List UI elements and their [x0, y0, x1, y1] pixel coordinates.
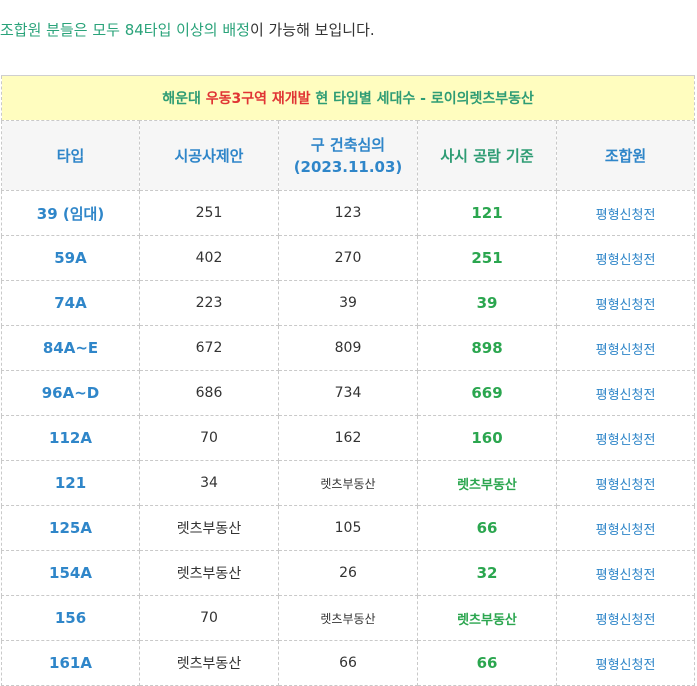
cell-member: 평형신청전: [555, 235, 696, 281]
cell-type: 156: [1, 595, 140, 641]
cell-city: 669: [417, 370, 557, 416]
cell-review: 렛츠부동산: [278, 595, 418, 641]
cell-city: 렛츠부동산: [417, 595, 557, 641]
cell-member: 평형신청전: [555, 325, 696, 371]
title-prefix: 해운대: [162, 91, 206, 107]
cell-member: 평형신청전: [555, 415, 696, 461]
cell-review: 렛츠부동산: [278, 460, 418, 506]
cell-city: 160: [417, 415, 557, 461]
table-row: 154A 렛츠부동산 26 32 평형신청전: [1, 550, 696, 596]
table-row: 39 (임대) 251 123 121 평형신청전: [1, 190, 696, 236]
cell-city: 렛츠부동산: [417, 460, 557, 506]
cell-proposal: 렛츠부동산: [139, 550, 279, 596]
cell-review: 162: [278, 415, 418, 461]
cell-proposal: 402: [139, 235, 279, 281]
intro-text: 조합원 분들은 모두 84타입 이상의 배정이 가능해 보입니다.: [0, 19, 375, 41]
table-title-row: 해운대 우동3구역 재개발 현 타입별 세대수 - 로이의렛츠부동산: [0, 75, 696, 121]
cell-member: 평형신청전: [555, 460, 696, 506]
cell-proposal: 70: [139, 595, 279, 641]
cell-proposal: 251: [139, 190, 279, 236]
cell-type: 154A: [1, 550, 140, 596]
cell-member: 평형신청전: [555, 370, 696, 416]
cell-city: 66: [417, 505, 557, 551]
header-proposal: 시공사제안: [139, 120, 279, 191]
header-type: 타입: [1, 120, 140, 191]
cell-review: 734: [278, 370, 418, 416]
cell-city: 251: [417, 235, 557, 281]
cell-type: 74A: [1, 280, 140, 326]
cell-member: 평형신청전: [555, 595, 696, 641]
cell-type: 39 (임대): [1, 190, 140, 236]
cell-proposal: 34: [139, 460, 279, 506]
cell-review: 123: [278, 190, 418, 236]
cell-member: 평형신청전: [555, 280, 696, 326]
cell-member: 평형신청전: [555, 190, 696, 236]
cell-proposal: 렛츠부동산: [139, 505, 279, 551]
intro-rest: 이 가능해 보입니다.: [249, 21, 375, 39]
cell-type: 59A: [1, 235, 140, 281]
cell-city: 66: [417, 640, 557, 686]
cell-type: 112A: [1, 415, 140, 461]
cell-city: 39: [417, 280, 557, 326]
cell-review: 39: [278, 280, 418, 326]
table-row: 112A 70 162 160 평형신청전: [1, 415, 696, 461]
cell-proposal: 렛츠부동산: [139, 640, 279, 686]
cell-review: 105: [278, 505, 418, 551]
title-red: 우동3구역 재개발: [205, 91, 311, 107]
cell-type: 125A: [1, 505, 140, 551]
cell-proposal: 686: [139, 370, 279, 416]
table-row: 59A 402 270 251 평형신청전: [1, 235, 696, 281]
title-suffix: 현 타입별 세대수 - 로이의렛츠부동산: [310, 91, 534, 107]
cell-proposal: 223: [139, 280, 279, 326]
cell-member: 평형신청전: [555, 550, 696, 596]
cell-proposal: 70: [139, 415, 279, 461]
header-review-line1: 구 건축심의: [310, 135, 386, 154]
table-row: 156 70 렛츠부동산 렛츠부동산 평형신청전: [1, 595, 696, 641]
table-row: 121 34 렛츠부동산 렛츠부동산 평형신청전: [1, 460, 696, 506]
cell-city: 121: [417, 190, 557, 236]
unit-type-table: 해운대 우동3구역 재개발 현 타입별 세대수 - 로이의렛츠부동산 타입 시공…: [0, 75, 696, 686]
table-row: 84A~E 672 809 898 평형신청전: [1, 325, 696, 371]
header-city: 사시 공람 기준: [417, 120, 557, 191]
cell-city: 898: [417, 325, 557, 371]
cell-review: 809: [278, 325, 418, 371]
table-row: 74A 223 39 39 평형신청전: [1, 280, 696, 326]
cell-member: 평형신청전: [555, 505, 696, 551]
header-review: 구 건축심의 (2023.11.03): [278, 120, 418, 191]
cell-type: 96A~D: [1, 370, 140, 416]
intro-highlight: 조합원 분들은 모두 84타입 이상의 배정: [0, 21, 250, 39]
table-row: 161A 렛츠부동산 66 66 평형신청전: [1, 640, 696, 686]
cell-type: 161A: [1, 640, 140, 686]
table-title: 해운대 우동3구역 재개발 현 타입별 세대수 - 로이의렛츠부동산: [0, 75, 696, 121]
cell-city: 32: [417, 550, 557, 596]
cell-review: 26: [278, 550, 418, 596]
table-row: 125A 렛츠부동산 105 66 평형신청전: [1, 505, 696, 551]
cell-review: 66: [278, 640, 418, 686]
table-header-row: 타입 시공사제안 구 건축심의 (2023.11.03) 사시 공람 기준 조합원: [1, 120, 696, 191]
cell-member: 평형신청전: [555, 640, 696, 686]
cell-type: 121: [1, 460, 140, 506]
header-member: 조합원: [555, 120, 696, 191]
header-review-line2: (2023.11.03): [293, 157, 403, 176]
cell-review: 270: [278, 235, 418, 281]
table-row: 96A~D 686 734 669 평형신청전: [1, 370, 696, 416]
cell-type: 84A~E: [1, 325, 140, 371]
cell-proposal: 672: [139, 325, 279, 371]
